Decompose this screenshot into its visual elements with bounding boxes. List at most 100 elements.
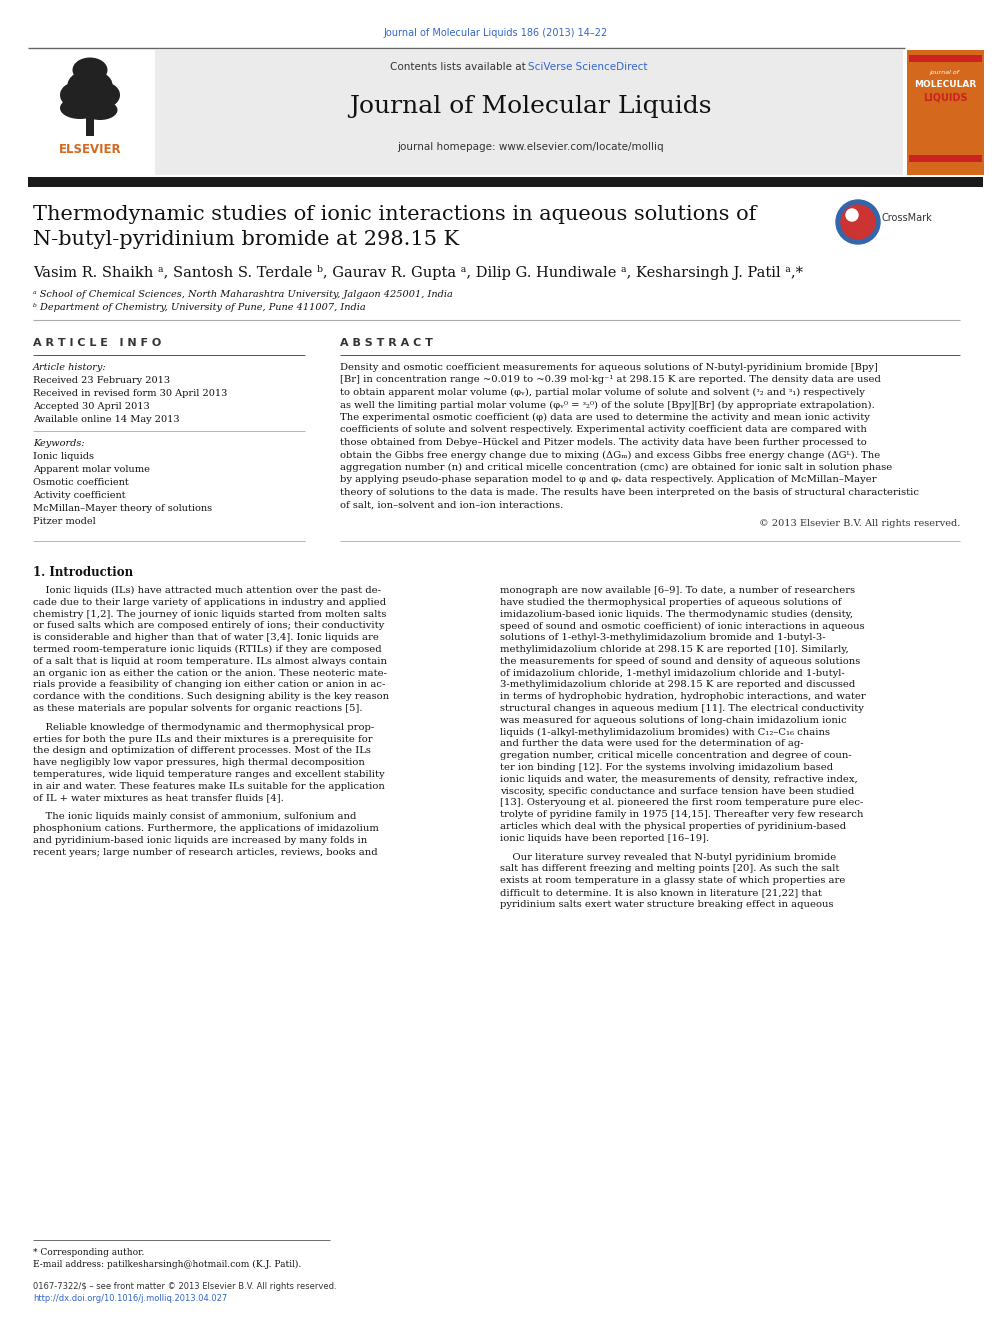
Text: structural changes in aqueous medium [11]. The electrical conductivity: structural changes in aqueous medium [11… <box>500 704 864 713</box>
Text: solutions of 1-ethyl-3-methylimidazolium bromide and 1-butyl-3-: solutions of 1-ethyl-3-methylimidazolium… <box>500 634 825 642</box>
Text: cordance with the conditions. Such designing ability is the key reason: cordance with the conditions. Such desig… <box>33 692 389 701</box>
Text: [13]. Osteryoung et al. pioneered the first room temperature pure elec-: [13]. Osteryoung et al. pioneered the fi… <box>500 798 863 807</box>
Text: imidazolium-based ionic liquids. The thermodynamic studies (density,: imidazolium-based ionic liquids. The the… <box>500 610 853 619</box>
Text: Osmotic coefficient: Osmotic coefficient <box>33 478 129 487</box>
Text: Apparent molar volume: Apparent molar volume <box>33 464 150 474</box>
Text: and further the data were used for the determination of ag-: and further the data were used for the d… <box>500 740 804 749</box>
Text: Keywords:: Keywords: <box>33 439 84 448</box>
Text: Ionic liquids: Ionic liquids <box>33 452 94 460</box>
Text: 1. Introduction: 1. Introduction <box>33 566 133 579</box>
Text: [Br] in concentration range ~0.019 to ~0.39 mol·kg⁻¹ at 298.15 K are reported. T: [Br] in concentration range ~0.019 to ~0… <box>340 376 881 385</box>
Text: McMillan–Mayer theory of solutions: McMillan–Mayer theory of solutions <box>33 504 212 513</box>
Text: journal of: journal of <box>930 70 960 75</box>
Text: is considerable and higher than that of water [3,4]. Ionic liquids are: is considerable and higher than that of … <box>33 634 379 642</box>
Circle shape <box>846 209 858 221</box>
Text: Thermodynamic studies of ionic interactions in aqueous solutions of: Thermodynamic studies of ionic interacti… <box>33 205 756 224</box>
Text: A B S T R A C T: A B S T R A C T <box>340 337 433 348</box>
Text: Activity coefficient: Activity coefficient <box>33 491 126 500</box>
Text: aggregation number (n) and critical micelle concentration (cmc) are obtained for: aggregation number (n) and critical mice… <box>340 463 892 472</box>
Text: was measured for aqueous solutions of long-chain imidazolium ionic: was measured for aqueous solutions of lo… <box>500 716 847 725</box>
Text: Accepted 30 April 2013: Accepted 30 April 2013 <box>33 402 150 411</box>
Ellipse shape <box>60 82 90 107</box>
Bar <box>28 50 155 175</box>
Ellipse shape <box>90 82 120 107</box>
Text: The ionic liquids mainly consist of ammonium, sulfonium and: The ionic liquids mainly consist of ammo… <box>33 812 356 822</box>
Ellipse shape <box>82 101 117 120</box>
Text: Received in revised form 30 April 2013: Received in revised form 30 April 2013 <box>33 389 227 398</box>
Bar <box>155 50 903 175</box>
Ellipse shape <box>72 57 107 82</box>
Text: erties for both the pure ILs and their mixtures is a prerequisite for: erties for both the pure ILs and their m… <box>33 734 373 744</box>
Text: Journal of Molecular Liquids 186 (2013) 14–22: Journal of Molecular Liquids 186 (2013) … <box>384 28 608 38</box>
Text: * Corresponding author.: * Corresponding author. <box>33 1248 145 1257</box>
Text: exists at room temperature in a glassy state of which properties are: exists at room temperature in a glassy s… <box>500 876 845 885</box>
Text: the design and optimization of different processes. Most of the ILs: the design and optimization of different… <box>33 746 371 755</box>
Bar <box>86 118 94 136</box>
Circle shape <box>841 205 875 239</box>
Text: A R T I C L E   I N F O: A R T I C L E I N F O <box>33 337 162 348</box>
Text: to obtain apparent molar volume (φᵥ), partial molar volume of solute and solvent: to obtain apparent molar volume (φᵥ), pa… <box>340 388 865 397</box>
Text: ELSEVIER: ELSEVIER <box>59 143 121 156</box>
Text: Pitzer model: Pitzer model <box>33 517 96 527</box>
Text: have studied the thermophysical properties of aqueous solutions of: have studied the thermophysical properti… <box>500 598 841 607</box>
Text: liquids (1-alkyl-methylimidazolium bromides) with C₁₂–C₁₆ chains: liquids (1-alkyl-methylimidazolium bromi… <box>500 728 830 737</box>
Text: termed room-temperature ionic liquids (RTILs) if they are composed: termed room-temperature ionic liquids (R… <box>33 646 382 654</box>
Text: Ionic liquids (ILs) have attracted much attention over the past de-: Ionic liquids (ILs) have attracted much … <box>33 586 381 595</box>
Text: obtain the Gibbs free energy change due to mixing (ΔGₘ) and excess Gibbs free en: obtain the Gibbs free energy change due … <box>340 451 880 459</box>
Bar <box>909 56 982 62</box>
Text: journal homepage: www.elsevier.com/locate/molliq: journal homepage: www.elsevier.com/locat… <box>397 142 664 152</box>
Text: trolyte of pyridine family in 1975 [14,15]. Thereafter very few research: trolyte of pyridine family in 1975 [14,1… <box>500 810 863 819</box>
Text: and pyridinium-based ionic liquids are increased by many folds in: and pyridinium-based ionic liquids are i… <box>33 836 367 845</box>
Text: Our literature survey revealed that N-butyl pyridinium bromide: Our literature survey revealed that N-bu… <box>500 852 836 861</box>
Text: as well the limiting partial molar volume (φᵥ⁰ = ᵌ₂⁰) of the solute [Bpy][Br] (b: as well the limiting partial molar volum… <box>340 401 875 410</box>
Circle shape <box>836 200 880 243</box>
Text: viscosity, specific conductance and surface tension have been studied: viscosity, specific conductance and surf… <box>500 787 854 795</box>
Text: http://dx.doi.org/10.1016/j.molliq.2013.04.027: http://dx.doi.org/10.1016/j.molliq.2013.… <box>33 1294 227 1303</box>
Text: Journal of Molecular Liquids: Journal of Molecular Liquids <box>349 95 711 118</box>
Text: ionic liquids have been reported [16–19].: ionic liquids have been reported [16–19]… <box>500 833 709 843</box>
Text: cade due to their large variety of applications in industry and applied: cade due to their large variety of appli… <box>33 598 386 607</box>
Text: SciVerse ScienceDirect: SciVerse ScienceDirect <box>528 62 648 71</box>
Text: © 2013 Elsevier B.V. All rights reserved.: © 2013 Elsevier B.V. All rights reserved… <box>759 519 960 528</box>
Text: by applying pseudo-phase separation model to φ and φᵥ data respectively. Applica: by applying pseudo-phase separation mode… <box>340 475 877 484</box>
Text: coefficients of solute and solvent respectively. Experimental activity coefficie: coefficients of solute and solvent respe… <box>340 426 867 434</box>
Text: of imidazolium chloride, 1-methyl imidazolium chloride and 1-butyl-: of imidazolium chloride, 1-methyl imidaz… <box>500 668 845 677</box>
Text: E-mail address: patilkesharsingh@hotmail.com (K.J. Patil).: E-mail address: patilkesharsingh@hotmail… <box>33 1259 302 1269</box>
Text: have negligibly low vapor pressures, high thermal decomposition: have negligibly low vapor pressures, hig… <box>33 758 365 767</box>
Text: Article history:: Article history: <box>33 363 106 372</box>
Text: an organic ion as either the cation or the anion. These neoteric mate-: an organic ion as either the cation or t… <box>33 668 387 677</box>
Text: pyridinium salts exert water structure breaking effect in aqueous: pyridinium salts exert water structure b… <box>500 900 833 909</box>
Text: The experimental osmotic coefficient (φ) data are used to determine the activity: The experimental osmotic coefficient (φ)… <box>340 413 870 422</box>
Text: temperatures, wide liquid temperature ranges and excellent stability: temperatures, wide liquid temperature ra… <box>33 770 385 779</box>
Text: ter ion binding [12]. For the systems involving imidazolium based: ter ion binding [12]. For the systems in… <box>500 763 833 773</box>
Text: the measurements for speed of sound and density of aqueous solutions: the measurements for speed of sound and … <box>500 656 860 665</box>
Text: gregation number, critical micelle concentration and degree of coun-: gregation number, critical micelle conce… <box>500 751 852 761</box>
Text: theory of solutions to the data is made. The results have been interpreted on th: theory of solutions to the data is made.… <box>340 488 919 497</box>
Text: ᵃ School of Chemical Sciences, North Maharashtra University, Jalgaon 425001, Ind: ᵃ School of Chemical Sciences, North Mah… <box>33 290 453 299</box>
Text: as these materials are popular solvents for organic reactions [5].: as these materials are popular solvents … <box>33 704 362 713</box>
Text: N-butyl-pyridinium bromide at 298.15 K: N-butyl-pyridinium bromide at 298.15 K <box>33 230 459 249</box>
Text: Reliable knowledge of thermodynamic and thermophysical prop-: Reliable knowledge of thermodynamic and … <box>33 722 374 732</box>
Text: chemistry [1,2]. The journey of ionic liquids started from molten salts: chemistry [1,2]. The journey of ionic li… <box>33 610 386 619</box>
Bar <box>909 155 982 161</box>
Text: of a salt that is liquid at room temperature. ILs almost always contain: of a salt that is liquid at room tempera… <box>33 656 387 665</box>
Text: 0167-7322/$ – see front matter © 2013 Elsevier B.V. All rights reserved.: 0167-7322/$ – see front matter © 2013 El… <box>33 1282 336 1291</box>
Text: salt has different freezing and melting points [20]. As such the salt: salt has different freezing and melting … <box>500 864 839 873</box>
Text: articles which deal with the physical properties of pyridinium-based: articles which deal with the physical pr… <box>500 822 846 831</box>
Text: rials provide a feasibility of changing ion either cation or anion in ac-: rials provide a feasibility of changing … <box>33 680 385 689</box>
Text: 3-methylimidazolium chloride at 298.15 K are reported and discussed: 3-methylimidazolium chloride at 298.15 K… <box>500 680 855 689</box>
Text: difficult to determine. It is also known in literature [21,22] that: difficult to determine. It is also known… <box>500 888 822 897</box>
Text: phosphonium cations. Furthermore, the applications of imidazolium: phosphonium cations. Furthermore, the ap… <box>33 824 379 833</box>
Ellipse shape <box>60 97 100 119</box>
Text: ᵇ Department of Chemistry, University of Pune, Pune 411007, India: ᵇ Department of Chemistry, University of… <box>33 303 366 312</box>
Text: of salt, ion–solvent and ion–ion interactions.: of salt, ion–solvent and ion–ion interac… <box>340 500 563 509</box>
Text: Density and osmotic coefficient measurements for aqueous solutions of N-butyl-py: Density and osmotic coefficient measurem… <box>340 363 878 372</box>
Text: MOLECULAR: MOLECULAR <box>914 79 976 89</box>
Text: in air and water. These features make ILs suitable for the application: in air and water. These features make IL… <box>33 782 385 791</box>
Text: Vasim R. Shaikh ᵃ, Santosh S. Terdale ᵇ, Gaurav R. Gupta ᵃ, Dilip G. Hundiwale ᵃ: Vasim R. Shaikh ᵃ, Santosh S. Terdale ᵇ,… <box>33 265 803 280</box>
Text: monograph are now available [6–9]. To date, a number of researchers: monograph are now available [6–9]. To da… <box>500 586 855 595</box>
Text: Contents lists available at: Contents lists available at <box>390 62 529 71</box>
Text: methylimidazolium chloride at 298.15 K are reported [10]. Similarly,: methylimidazolium chloride at 298.15 K a… <box>500 646 849 654</box>
Text: speed of sound and osmotic coefficient) of ionic interactions in aqueous: speed of sound and osmotic coefficient) … <box>500 622 865 631</box>
Text: LIQUIDS: LIQUIDS <box>923 93 967 102</box>
